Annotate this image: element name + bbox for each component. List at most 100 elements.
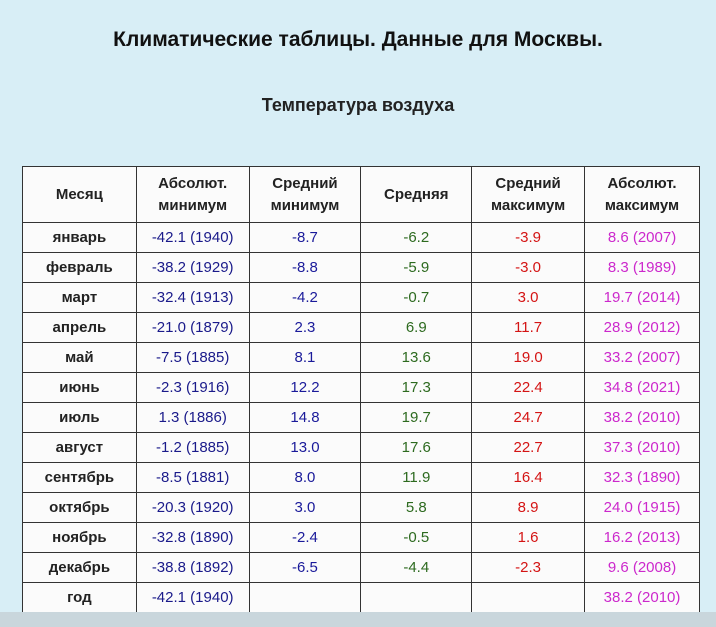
value-cell: 17.6 xyxy=(360,432,473,463)
column-header: Месяц xyxy=(22,166,137,223)
value-cell: 8.6 (2007) xyxy=(584,222,700,253)
value-cell: 12.2 xyxy=(248,372,362,403)
value-cell: -21.0 (1879) xyxy=(135,312,250,343)
value-cell: 38.2 (2010) xyxy=(584,402,700,433)
table-row: август -1.2 (1885) 13.0 17.6 22.7 37.3 (2010) xyxy=(22,432,700,463)
bottom-strip xyxy=(0,612,716,627)
value-cell: 38.2 (2010) xyxy=(584,582,700,613)
column-header: Абсолют. минимум xyxy=(135,166,250,223)
value-cell xyxy=(248,582,362,613)
value-cell: 1.6 xyxy=(471,522,586,553)
section-title: Температура воздуха xyxy=(261,95,455,115)
month-cell: декабрь xyxy=(22,552,137,583)
value-cell: -8.7 xyxy=(248,222,362,253)
value-cell: 19.7 xyxy=(360,402,473,433)
value-cell: 32.3 (1890) xyxy=(584,462,700,493)
value-cell: 37.3 (2010) xyxy=(584,432,700,463)
value-cell: 17.3 xyxy=(360,372,473,403)
value-cell: -20.3 (1920) xyxy=(135,492,250,523)
value-cell: 11.9 xyxy=(360,462,473,493)
month-cell: июнь xyxy=(22,372,137,403)
table-row: март -32.4 (1913) -4.2 -0.7 3.0 19.7 (2014) xyxy=(22,282,700,313)
month-cell: май xyxy=(22,342,137,373)
value-cell: -2.3 (1916) xyxy=(135,372,250,403)
value-cell: 16.2 (2013) xyxy=(584,522,700,553)
value-cell: 6.9 xyxy=(360,312,473,343)
value-cell: -1.2 (1885) xyxy=(135,432,250,463)
value-cell: 8.1 xyxy=(248,342,362,373)
month-cell: июль xyxy=(22,402,137,433)
value-cell: 19.0 xyxy=(471,342,586,373)
table-row: ноябрь -32.8 (1890) -2.4 -0.5 1.6 16.2 (2013) xyxy=(22,522,700,553)
month-cell: год xyxy=(22,582,137,613)
column-header: Абсолют. максимум xyxy=(584,166,700,223)
table-row: апрель -21.0 (1879) 2.3 6.9 11.7 28.9 (2012) xyxy=(22,312,700,343)
value-cell: 8.9 xyxy=(471,492,586,523)
table-row: январь -42.1 (1940) -8.7 -6.2 -3.9 8.6 (2007) xyxy=(22,222,700,253)
table-row: октябрь -20.3 (1920) 3.0 5.8 8.9 24.0 (1915) xyxy=(22,492,700,523)
value-cell: 24.7 xyxy=(471,402,586,433)
table-row: сентябрь -8.5 (1881) 8.0 11.9 16.4 32.3 (1890… xyxy=(22,462,700,493)
table-row: май -7.5 (1885) 8.1 13.6 19.0 33.2 (2007) xyxy=(22,342,700,373)
value-cell: 34.8 (2021) xyxy=(584,372,700,403)
value-cell: -8.8 xyxy=(248,252,362,283)
column-header: Средний минимум xyxy=(248,166,362,223)
table-row: июнь -2.3 (1916) 12.2 17.3 22.4 34.8 (2021) xyxy=(22,372,700,403)
value-cell: -6.5 xyxy=(248,552,362,583)
value-cell: 13.6 xyxy=(360,342,473,373)
column-header: Средний максимум xyxy=(471,166,586,223)
page-title: Климатические таблицы. Данные для Москвы… xyxy=(113,28,603,51)
month-cell: сентябрь xyxy=(22,462,137,493)
value-cell: -0.7 xyxy=(360,282,473,313)
value-cell: 2.3 xyxy=(248,312,362,343)
value-cell: -8.5 (1881) xyxy=(135,462,250,493)
value-cell: 22.7 xyxy=(471,432,586,463)
value-cell: 14.8 xyxy=(248,402,362,433)
value-cell: 16.4 xyxy=(471,462,586,493)
value-cell: -38.2 (1929) xyxy=(135,252,250,283)
value-cell: 3.0 xyxy=(248,492,362,523)
value-cell: -6.2 xyxy=(360,222,473,253)
table-row: год -42.1 (1940) 38.2 (2010) xyxy=(22,582,700,613)
value-cell: -42.1 (1940) xyxy=(135,582,250,613)
value-cell: -42.1 (1940) xyxy=(135,222,250,253)
value-cell: 13.0 xyxy=(248,432,362,463)
table-row: июль 1.3 (1886) 14.8 19.7 24.7 38.2 (2010) xyxy=(22,402,700,433)
value-cell: 28.9 (2012) xyxy=(584,312,700,343)
month-cell: апрель xyxy=(22,312,137,343)
value-cell: -3.9 xyxy=(471,222,586,253)
month-cell: март xyxy=(22,282,137,313)
value-cell: 1.3 (1886) xyxy=(135,402,250,433)
table-row: декабрь -38.8 (1892) -6.5 -4.4 -2.3 9.6 (2008… xyxy=(22,552,700,583)
value-cell: 33.2 (2007) xyxy=(584,342,700,373)
value-cell: -7.5 (1885) xyxy=(135,342,250,373)
table-header-row: Месяц Абсолют. минимум Средний минимум Средня… xyxy=(22,166,700,223)
value-cell xyxy=(360,582,473,613)
value-cell: -3.0 xyxy=(471,252,586,283)
value-cell: 19.7 (2014) xyxy=(584,282,700,313)
value-cell: -32.8 (1890) xyxy=(135,522,250,553)
value-cell: -0.5 xyxy=(360,522,473,553)
value-cell: 11.7 xyxy=(471,312,586,343)
month-cell: октябрь xyxy=(22,492,137,523)
month-cell: август xyxy=(22,432,137,463)
temperature-table: Месяц Абсолют. минимум Средний минимум Средня… xyxy=(22,166,700,613)
value-cell: -2.3 xyxy=(471,552,586,583)
table-row: февраль -38.2 (1929) -8.8 -5.9 -3.0 8.3 (1989… xyxy=(22,252,700,283)
value-cell: 9.6 (2008) xyxy=(584,552,700,583)
value-cell: 8.0 xyxy=(248,462,362,493)
value-cell: 3.0 xyxy=(471,282,586,313)
value-cell: -38.8 (1892) xyxy=(135,552,250,583)
value-cell: -4.2 xyxy=(248,282,362,313)
value-cell: 24.0 (1915) xyxy=(584,492,700,523)
value-cell: 5.8 xyxy=(360,492,473,523)
value-cell xyxy=(471,582,586,613)
month-cell: февраль xyxy=(22,252,137,283)
column-header: Средняя xyxy=(360,166,473,223)
month-cell: январь xyxy=(22,222,137,253)
value-cell: -2.4 xyxy=(248,522,362,553)
value-cell: 22.4 xyxy=(471,372,586,403)
value-cell: -32.4 (1913) xyxy=(135,282,250,313)
value-cell: 8.3 (1989) xyxy=(584,252,700,283)
value-cell: -4.4 xyxy=(360,552,473,583)
